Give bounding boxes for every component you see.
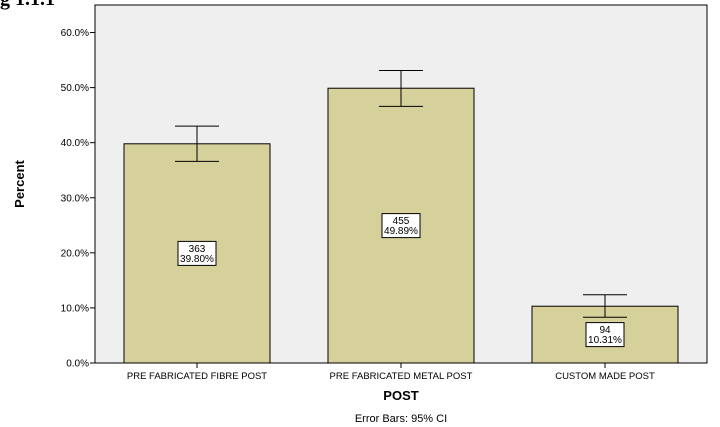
y-tick-label: 0.0% xyxy=(66,359,89,370)
y-tick-label: 30.0% xyxy=(61,193,89,204)
data-label-box xyxy=(585,322,625,348)
x-tick-label: PRE FABRICATED FIBRE POST xyxy=(127,371,267,382)
data-label-count: 363 xyxy=(189,244,206,255)
x-axis-title: POST xyxy=(383,388,418,403)
data-label-percent: 10.31% xyxy=(588,335,622,346)
data-label-count: 94 xyxy=(599,325,611,336)
x-axis: PRE FABRICATED FIBRE POST PRE FABRICATED … xyxy=(127,363,655,382)
data-label-percent: 39.80% xyxy=(180,254,214,265)
x-tick-label: PRE FABRICATED METAL POST xyxy=(330,371,473,382)
y-tick-label: 40.0% xyxy=(61,138,89,149)
data-label-count: 455 xyxy=(393,216,410,227)
x-tick-label: CUSTOM MADE POST xyxy=(555,371,655,382)
data-label-percent: 49.89% xyxy=(384,226,418,237)
y-tick-label: 20.0% xyxy=(61,248,89,259)
y-tick-label: 60.0% xyxy=(61,28,89,39)
data-label-box xyxy=(177,240,217,266)
y-tick-label: 10.0% xyxy=(61,303,89,314)
cropped-heading-fragment: g 1.1.1 xyxy=(0,0,55,11)
y-axis: 0.0% 10.0% 20.0% 30.0% 40.0% 50.0% 60.0% xyxy=(61,28,95,370)
data-label-box xyxy=(381,213,421,239)
y-tick-label: 50.0% xyxy=(61,83,89,94)
y-axis-title: Percent xyxy=(12,159,27,207)
error-bars-footnote: Error Bars: 95% CI xyxy=(355,413,447,425)
